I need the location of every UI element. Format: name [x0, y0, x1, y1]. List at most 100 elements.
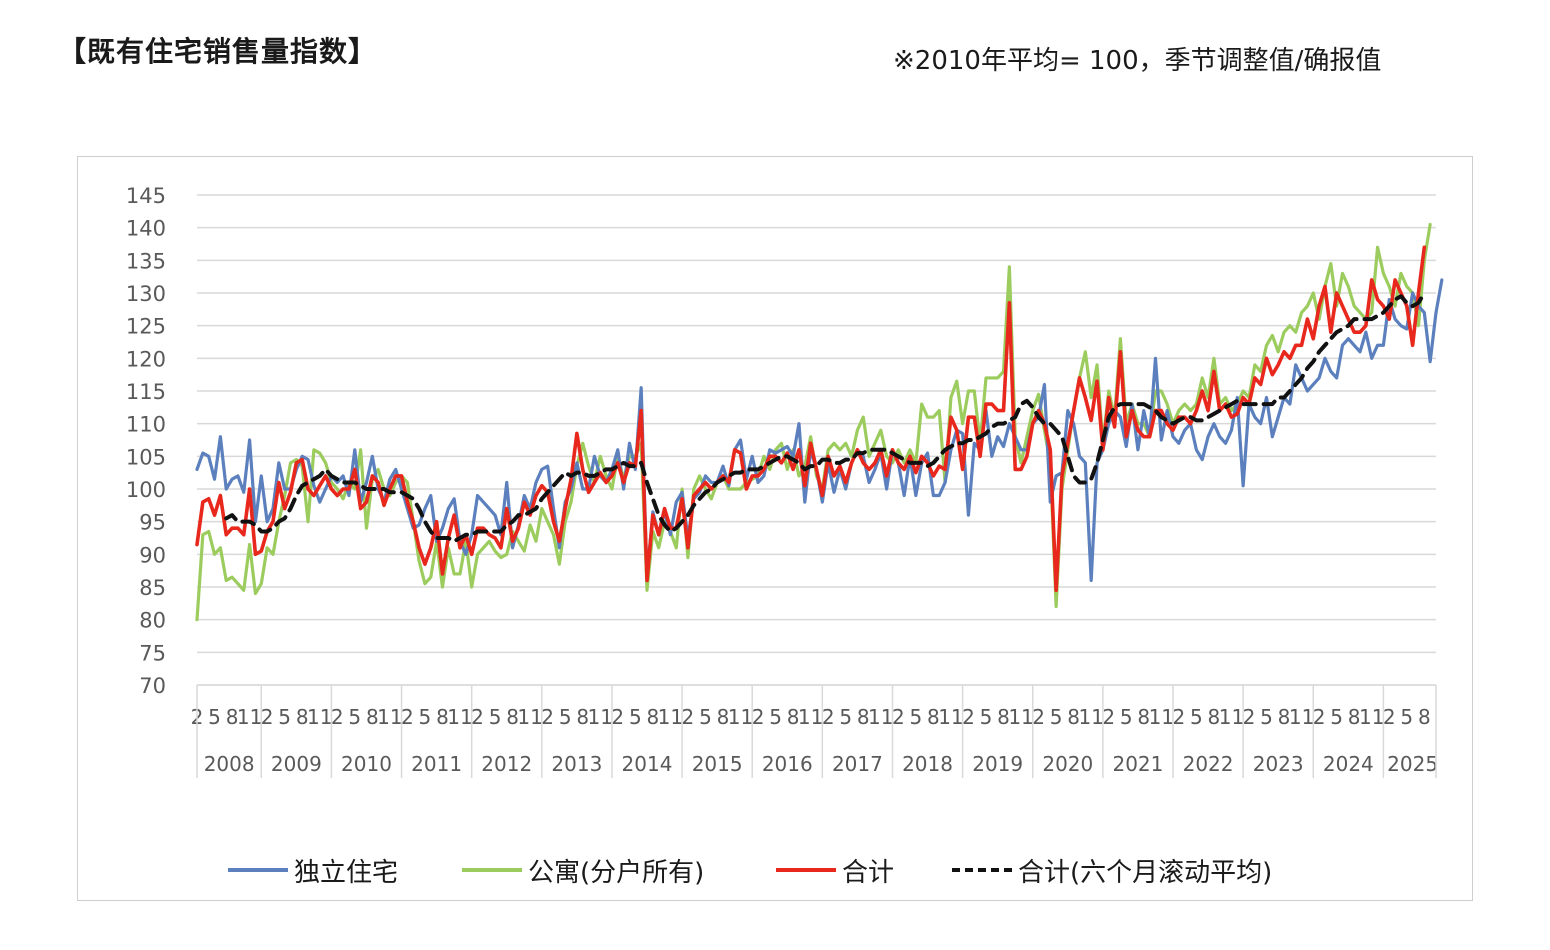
- x-tick-label: 11: [1149, 705, 1174, 729]
- x-year-label: 2014: [622, 752, 673, 776]
- legend-swatch-condo: [462, 868, 522, 872]
- page-note: ※2010年平均= 100，季节调整值/确报值: [893, 46, 1382, 76]
- x-tick-label: 8: [1067, 705, 1080, 729]
- x-tick-label: 5: [629, 705, 642, 729]
- x-tick-label: 8: [1348, 705, 1361, 729]
- y-tick-label: 140: [126, 217, 166, 241]
- x-tick-label: 11: [728, 705, 753, 729]
- x-year-label: 2019: [972, 752, 1023, 776]
- x-tick-label: 2: [1032, 705, 1045, 729]
- x-tick-label: 8: [1137, 705, 1150, 729]
- page-title: 【既有住宅销售量指数】: [58, 35, 378, 68]
- x-tick-label: 11: [1289, 705, 1314, 729]
- x-tick-label: 2: [1172, 705, 1185, 729]
- x-tick-label: 8: [366, 705, 379, 729]
- y-tick-label: 75: [139, 641, 166, 665]
- x-tick-label: 2: [1383, 705, 1396, 729]
- y-tick-label: 120: [126, 347, 166, 371]
- x-tick-label: 8: [1208, 705, 1221, 729]
- y-tick-label: 90: [139, 543, 166, 567]
- x-tick-label: 8: [506, 705, 519, 729]
- x-tick-label: 8: [436, 705, 449, 729]
- series-line-condo: [195, 222, 1432, 622]
- x-tick-label: 11: [1008, 705, 1033, 729]
- x-tick-label: 2: [331, 705, 344, 729]
- x-tick-label: 11: [447, 705, 472, 729]
- x-year-label: 2017: [832, 752, 883, 776]
- legend-label-condo: 公寓(分户所有): [528, 857, 705, 888]
- legend-item-condo: 公寓(分户所有): [462, 850, 704, 890]
- x-tick-label: 8: [226, 705, 239, 729]
- x-tick-label: 2: [1243, 705, 1256, 729]
- x-tick-label: 11: [307, 705, 332, 729]
- x-year-label: 2021: [1112, 752, 1163, 776]
- x-tick-label: 8: [1418, 705, 1431, 729]
- x-tick-label: 8: [787, 705, 800, 729]
- legend-swatch-total: [776, 868, 836, 872]
- x-year-label: 2024: [1323, 752, 1374, 776]
- legend-label-moving-avg: 合计(六个月滚动平均): [1018, 857, 1273, 888]
- x-year-label: 2025: [1387, 752, 1438, 776]
- x-year-label: 2022: [1183, 752, 1234, 776]
- x-tick-label: 5: [1120, 705, 1133, 729]
- x-year-label: 2018: [902, 752, 953, 776]
- x-tick-label: 2: [1102, 705, 1115, 729]
- y-tick-label: 130: [126, 282, 166, 306]
- x-year-label: 2010: [341, 752, 392, 776]
- y-tick-label: 115: [126, 380, 166, 404]
- legend: 独立住宅 公寓(分户所有) 合计 合计(六个月滚动平均): [0, 850, 1550, 890]
- x-tick-label: 2: [471, 705, 484, 729]
- x-tick-label: 5: [489, 705, 502, 729]
- x-tick-label: 5: [839, 705, 852, 729]
- legend-swatch-detached: [228, 868, 288, 872]
- x-tick-label: 11: [588, 705, 613, 729]
- legend-label-detached: 独立住宅: [294, 857, 399, 888]
- x-tick-label: 2: [401, 705, 414, 729]
- x-tick-label: 2: [1313, 705, 1326, 729]
- grid-lines: [197, 194, 1436, 686]
- x-year-label: 2008: [204, 752, 255, 776]
- legend-item-moving-avg: 合计(六个月滚动平均): [952, 850, 1272, 890]
- y-tick-label: 85: [139, 576, 166, 600]
- x-year-label: 2011: [411, 752, 462, 776]
- x-tick-label: 11: [1219, 705, 1244, 729]
- x-tick-label: 11: [237, 705, 262, 729]
- x-tick-label: 2: [892, 705, 905, 729]
- y-tick-label: 135: [126, 249, 166, 273]
- x-tick-label: 2: [962, 705, 975, 729]
- y-tick-label: 105: [126, 445, 166, 469]
- legend-item-total: 合计: [776, 850, 894, 890]
- legend-item-detached: 独立住宅: [228, 850, 398, 890]
- legend-swatch-moving-avg: [952, 868, 1012, 872]
- x-tick-label: 2: [752, 705, 765, 729]
- x-year-label: 2013: [551, 752, 602, 776]
- x-tick-label: 5: [348, 705, 361, 729]
- x-tick-label: 8: [296, 705, 309, 729]
- x-tick-label: 8: [997, 705, 1010, 729]
- y-axis: 70 75 80 85 90 95 100 105 110 115 120 125 130 135 140 1…: [126, 184, 166, 698]
- x-year-label: 2023: [1253, 752, 1304, 776]
- x-year-label: 2020: [1042, 752, 1093, 776]
- x-tick-label: 11: [517, 705, 542, 729]
- y-tick-label: 70: [139, 674, 166, 698]
- x-tick-label: 2: [541, 705, 554, 729]
- x-tick-label: 5: [909, 705, 922, 729]
- y-tick-label: 95: [139, 511, 166, 535]
- x-tick-label: 2: [261, 705, 274, 729]
- x-tick-label: 2: [611, 705, 624, 729]
- y-tick-label: 80: [139, 609, 166, 633]
- x-tick-label: 5: [769, 705, 782, 729]
- x-tick-label: 11: [868, 705, 893, 729]
- x-tick-label: 11: [1359, 705, 1384, 729]
- y-tick-label: 145: [126, 184, 166, 208]
- x-tick-label: 5: [1400, 705, 1413, 729]
- x-tick-label: 8: [1278, 705, 1291, 729]
- x-year-label: 2012: [481, 752, 532, 776]
- series-lines: [195, 222, 1444, 622]
- x-tick-label: 11: [938, 705, 963, 729]
- y-tick-label: 100: [126, 478, 166, 502]
- x-tick-label: 5: [559, 705, 572, 729]
- x-tick-label: 5: [208, 705, 221, 729]
- x-tick-label: 5: [980, 705, 993, 729]
